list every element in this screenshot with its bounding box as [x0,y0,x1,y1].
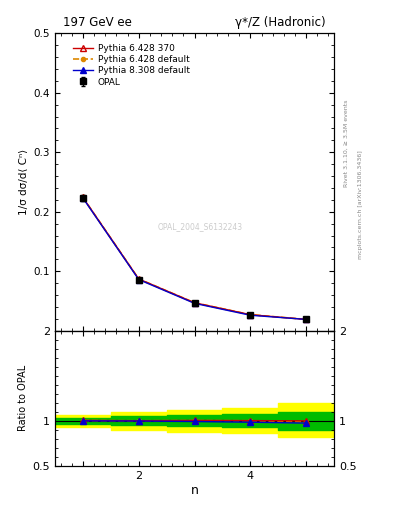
Pythia 8.308 default [81,195,85,201]
Line: Pythia 6.428 370: Pythia 6.428 370 [80,195,309,322]
Y-axis label: 1/σ dσ/d⟨ Cⁿ⟩: 1/σ dσ/d⟨ Cⁿ⟩ [20,149,29,215]
Pythia 6.428 370 [248,312,253,318]
Pythia 6.428 default [192,300,197,306]
Pythia 8.308 default [248,312,253,318]
Pythia 6.428 default [136,276,141,282]
Text: Rivet 3.1.10, ≥ 3.5M events: Rivet 3.1.10, ≥ 3.5M events [344,100,349,187]
X-axis label: n: n [191,483,198,497]
Y-axis label: Ratio to OPAL: Ratio to OPAL [18,365,28,432]
Line: Pythia 6.428 default: Pythia 6.428 default [81,196,308,322]
Pythia 8.308 default [192,300,197,306]
Pythia 6.428 370 [192,300,197,306]
Pythia 8.308 default [136,276,141,283]
Pythia 6.428 default [81,195,85,201]
Pythia 6.428 370 [136,276,141,282]
Pythia 6.428 370 [304,316,309,323]
Pythia 8.308 default [304,316,309,323]
Legend: Pythia 6.428 370, Pythia 6.428 default, Pythia 8.308 default, OPAL: Pythia 6.428 370, Pythia 6.428 default, … [73,44,190,87]
Text: mcplots.cern.ch [arXiv:1306.3436]: mcplots.cern.ch [arXiv:1306.3436] [358,151,363,259]
Pythia 6.428 default [248,312,253,318]
Text: 197 GeV ee: 197 GeV ee [63,16,132,29]
Pythia 6.428 370 [81,195,85,201]
Text: OPAL_2004_S6132243: OPAL_2004_S6132243 [158,222,243,231]
Text: γ*/Z (Hadronic): γ*/Z (Hadronic) [235,16,326,29]
Pythia 6.428 default [304,316,309,323]
Line: Pythia 8.308 default: Pythia 8.308 default [80,195,309,322]
